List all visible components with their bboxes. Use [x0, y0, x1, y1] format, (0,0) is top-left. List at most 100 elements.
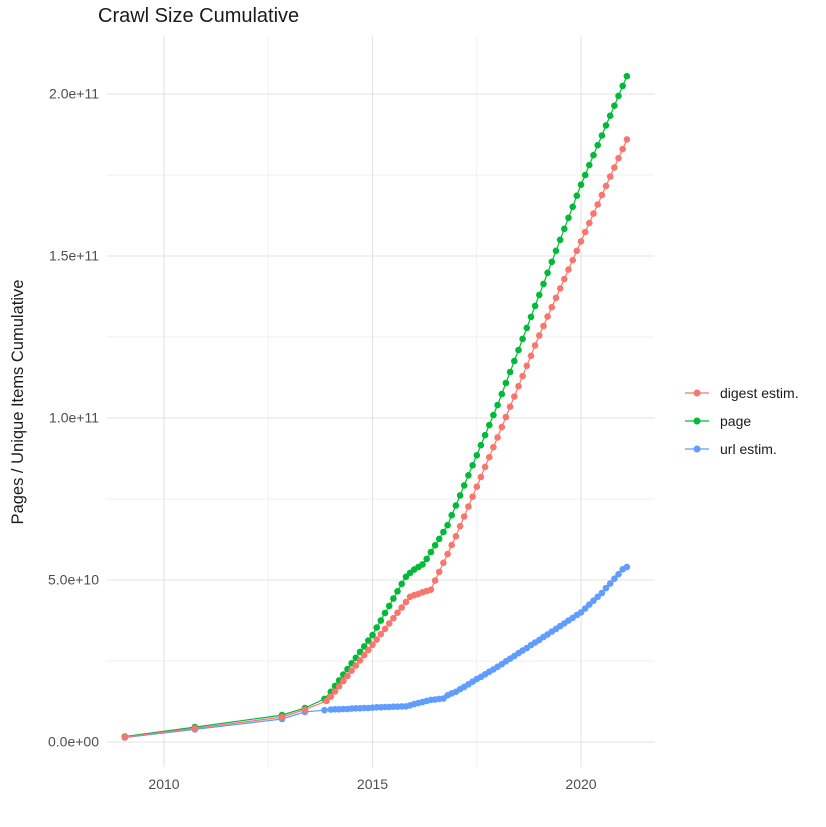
data-point-digest-estim — [519, 372, 526, 380]
gridlines-major — [106, 36, 655, 767]
x-axis-tick-labels: 2010 2015 2020 — [148, 776, 596, 792]
data-point-url-estim — [602, 584, 610, 592]
data-point-page — [606, 112, 614, 119]
data-point-page — [506, 368, 514, 376]
legend-key-icon — [685, 389, 709, 396]
data-point-page — [565, 214, 572, 222]
data-point-page — [619, 82, 626, 90]
data-point-digest-estim — [356, 657, 364, 664]
data-point-digest-estim — [602, 182, 610, 190]
data-point-page — [569, 203, 576, 211]
data-point-page — [602, 122, 610, 129]
legend-item-digest-estim: digest estim. — [684, 384, 799, 401]
data-point-page — [511, 357, 518, 365]
data-point-digest-estim — [573, 247, 581, 255]
data-point-digest-estim — [394, 609, 401, 616]
data-point-page — [469, 462, 476, 469]
data-point-page — [611, 102, 618, 109]
legend-label: url estim. — [720, 440, 777, 457]
data-point-page — [536, 291, 543, 299]
data-point-page — [615, 92, 622, 100]
data-point-digest-estim — [344, 672, 351, 680]
data-point-page — [598, 132, 606, 139]
data-point-digest-estim — [498, 423, 506, 431]
data-point-digest-estim — [373, 636, 381, 643]
data-point-digest-estim — [340, 677, 347, 685]
data-point-page — [544, 269, 551, 277]
data-point-digest-estim — [598, 191, 606, 199]
data-point-digest-estim — [377, 630, 385, 638]
data-point-digest-estim — [191, 725, 199, 732]
data-point-page — [481, 431, 489, 439]
legend-label: page — [720, 412, 752, 429]
data-point-page — [523, 324, 531, 332]
legend-item-page: page — [684, 412, 799, 429]
data-point-digest-estim — [352, 662, 360, 669]
data-point-page — [556, 236, 564, 244]
data-point-digest-estim — [577, 238, 585, 245]
data-point-page — [498, 390, 506, 398]
data-point-digest-estim — [531, 342, 539, 349]
data-point-page — [623, 72, 631, 80]
data-point-digest-estim — [511, 393, 518, 400]
data-point-page — [377, 617, 385, 624]
data-point-digest-estim — [473, 483, 481, 491]
data-point-page — [435, 535, 443, 543]
data-point-digest-estim — [390, 614, 397, 622]
data-point-digest-estim — [523, 362, 531, 370]
data-point-digest-estim — [586, 219, 593, 227]
data-point-digest-estim — [611, 164, 618, 171]
data-point-digest-estim — [327, 693, 335, 700]
data-point-page — [369, 631, 376, 639]
legend-key-icon — [685, 417, 709, 424]
data-point-url-estim — [321, 706, 328, 714]
chart-title: Crawl Size Cumulative — [98, 5, 300, 27]
data-point-digest-estim — [452, 533, 460, 540]
data-point-digest-estim — [594, 201, 601, 208]
data-point-page — [490, 411, 497, 419]
data-point-digest-estim — [335, 683, 343, 690]
data-point-page — [548, 258, 556, 266]
data-point-url-estim — [606, 580, 614, 587]
data-point-page — [586, 161, 593, 169]
data-point-digest-estim — [590, 210, 597, 217]
data-point-digest-estim — [619, 145, 626, 153]
data-point-digest-estim — [427, 586, 435, 593]
data-point-digest-estim — [556, 285, 564, 292]
data-point-page — [594, 141, 601, 149]
legend-label: digest estim. — [720, 384, 799, 401]
data-point-page — [561, 225, 568, 233]
y-tick-label: 5.0e+10 — [48, 572, 99, 588]
data-point-digest-estim — [444, 550, 451, 558]
data-point-url-estim — [623, 563, 631, 571]
data-point-digest-estim — [486, 453, 493, 461]
data-point-digest-estim — [515, 382, 522, 390]
y-tick-label: 1.5e+11 — [49, 248, 99, 264]
data-point-page — [402, 573, 410, 581]
data-point-page — [573, 192, 581, 199]
data-point-page — [419, 561, 426, 568]
data-point-digest-estim — [278, 713, 286, 721]
data-point-page — [477, 441, 485, 449]
legend: digest estim. page url estim. — [684, 384, 799, 468]
data-point-digest-estim — [360, 651, 368, 659]
data-point-digest-estim — [448, 541, 456, 549]
data-point-digest-estim — [544, 313, 551, 320]
data-point-digest-estim — [381, 625, 389, 633]
data-point-page — [394, 588, 401, 595]
data-point-page — [502, 379, 510, 387]
data-point-digest-estim — [121, 733, 129, 741]
data-point-page — [515, 346, 522, 354]
data-point-digest-estim — [581, 228, 589, 236]
data-point-page — [590, 151, 597, 159]
data-point-page — [465, 472, 472, 479]
data-point-digest-estim — [431, 577, 439, 584]
data-point-page — [423, 555, 431, 563]
y-tick-label: 0.0e+00 — [48, 734, 99, 750]
data-point-digest-estim — [565, 266, 572, 273]
data-point-url-estim — [590, 597, 597, 604]
data-point-page — [381, 609, 389, 617]
data-point-digest-estim — [331, 688, 339, 695]
